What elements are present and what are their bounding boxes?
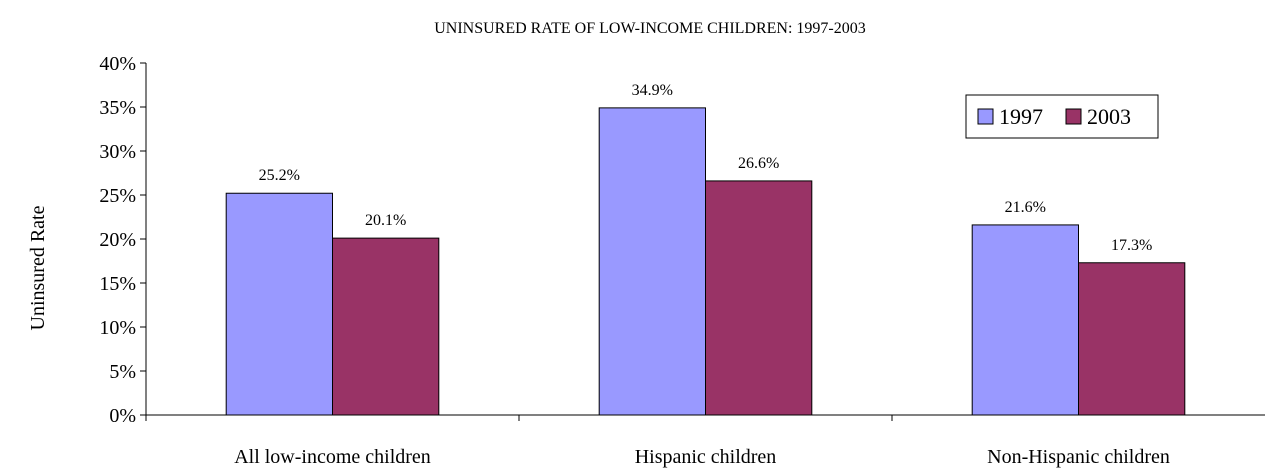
x-tick-label: Hispanic children [635, 446, 777, 468]
y-axis: 0% 5% 10% 15% 20% 25% 30% 35% 40% [99, 53, 147, 427]
y-tick-label: 40% [99, 53, 136, 75]
legend-label-2003: 2003 [1087, 104, 1131, 129]
bar-value-label: 25.2% [259, 167, 300, 184]
legend-swatch-1997 [977, 108, 994, 125]
bar-value-label: 21.6% [1005, 199, 1046, 216]
y-tick-label: 10% [99, 317, 136, 339]
bar-2003-3 [1078, 262, 1186, 416]
y-tick-label: 35% [99, 97, 136, 119]
y-axis-label: Uninsured Rate [27, 205, 49, 330]
x-tick-label: Non-Hispanic children [987, 446, 1170, 468]
legend-swatch-2003 [1065, 108, 1082, 125]
data-labels: 25.2% 20.1% 34.9% 26.6% 21.6% 17.3% [259, 82, 1153, 254]
y-tick-label: 5% [109, 361, 136, 383]
y-tick-label: 30% [99, 141, 136, 163]
y-tick-label: 15% [99, 273, 136, 295]
bars [225, 107, 1186, 416]
bar-2003-1 [332, 237, 440, 416]
legend-label-1997: 1997 [999, 104, 1043, 129]
bar-1997-1 [225, 192, 334, 416]
y-tick-label: 0% [109, 405, 136, 427]
bar-value-label: 26.6% [738, 155, 779, 172]
bar-value-label: 34.9% [632, 82, 673, 99]
x-tick-label: All low-income children [234, 446, 431, 468]
legend-box [965, 94, 1159, 139]
x-axis: All low-income children Hispanic children… [145, 414, 1265, 468]
legend: 1997 2003 [965, 94, 1159, 139]
bar-1997-3 [971, 224, 1080, 416]
bar-value-label: 20.1% [365, 212, 406, 229]
bar-2003-2 [705, 180, 813, 416]
y-tick-label: 25% [99, 185, 136, 207]
bar-value-label: 17.3% [1111, 237, 1152, 254]
chart-title: UNINSURED RATE OF LOW-INCOME CHILDREN: 1… [434, 20, 866, 37]
bar-1997-2 [598, 107, 707, 416]
y-tick-label: 20% [99, 229, 136, 251]
